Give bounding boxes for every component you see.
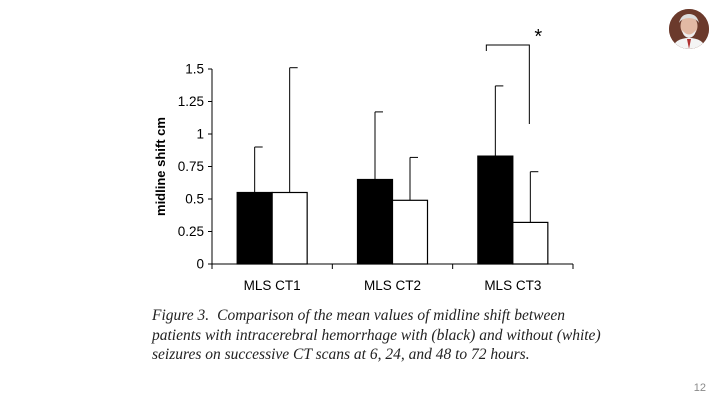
y-tick-label: 1.25	[178, 94, 204, 109]
bar-white	[271, 191, 308, 265]
x-tick-label: MLS CT3	[484, 278, 541, 293]
bar-white	[391, 199, 429, 265]
presenter-avatar	[669, 9, 709, 49]
x-tick-label: MLS CT2	[364, 278, 421, 293]
caption-label: Figure 3.	[152, 307, 210, 324]
x-tick-label: MLS CT1	[244, 278, 301, 293]
bar-black	[236, 191, 273, 265]
y-tick-label: 0.25	[178, 224, 204, 239]
y-tick-label: 0.75	[178, 159, 204, 174]
presenter-photo-icon	[669, 9, 709, 49]
y-tick-label: 0	[196, 257, 204, 272]
slide-number: 12	[693, 382, 706, 394]
significance-bracket	[485, 44, 530, 124]
bar-chart: 0 0.25 0.5 0.75 1 1.25 1.5 midline shift cm MLS …	[153, 26, 574, 293]
significance-marker: *	[534, 26, 542, 48]
figure-caption: Figure 3. Comparison of the mean values o…	[152, 306, 602, 365]
bar-black	[356, 178, 394, 265]
bar-white	[512, 221, 549, 265]
y-tick-label: 1.5	[185, 62, 204, 77]
y-axis-label: midline shift cm	[153, 117, 168, 216]
bar-black	[477, 155, 514, 265]
caption-text: Comparison of the mean values of midline…	[152, 307, 601, 363]
y-tick-label: 0.5	[185, 192, 204, 207]
y-tick-label: 1	[196, 127, 204, 142]
